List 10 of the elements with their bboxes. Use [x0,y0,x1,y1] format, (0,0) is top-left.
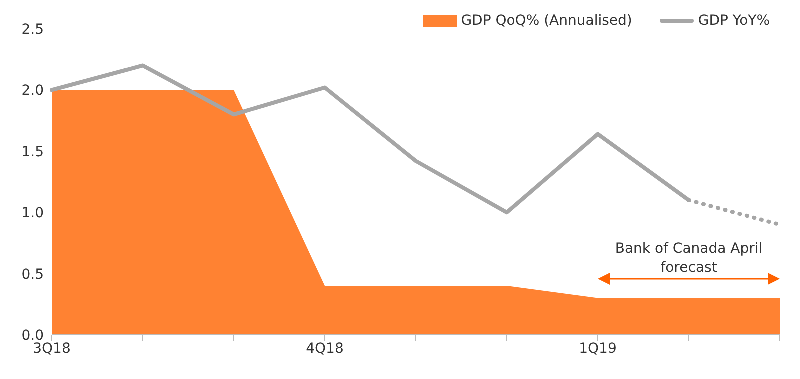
y-tick-label: 0.5 [22,266,44,283]
annotation: Bank of Canada April forecast [615,241,763,276]
legend-label: GDP YoY% [698,13,770,29]
legend-label: GDP QoQ% (Annualised) [461,13,632,29]
y-tick-label: 2.5 [22,22,44,38]
x-tick-label: 1Q19 [579,340,617,357]
x-tick-label: 4Q18 [306,340,344,357]
y-tick-label: 1.0 [22,206,44,222]
y-tick-label: 2.0 [22,83,44,100]
y-tick-label: 1.5 [22,144,44,160]
